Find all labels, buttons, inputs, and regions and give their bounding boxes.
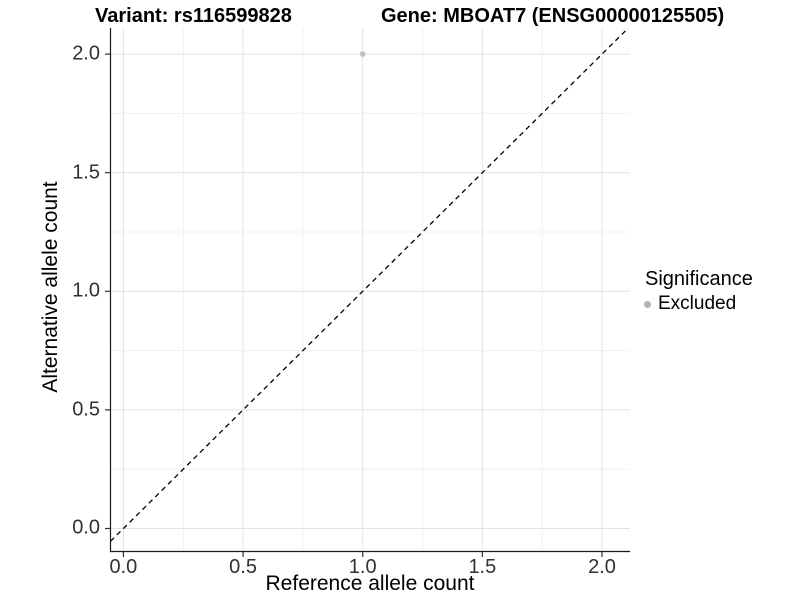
x-axis-title: Reference allele count (265, 572, 475, 595)
y-tick-label: 0.5 (72, 398, 100, 421)
y-tick-label: 1.5 (72, 161, 100, 184)
data-point (359, 51, 366, 57)
plot-title-variant: Variant: rs116599828 (95, 5, 292, 27)
legend-title: Significance (645, 268, 753, 290)
legend: Significance Excluded (641, 268, 753, 315)
x-tick-label: 2.0 (588, 556, 616, 578)
identity-dashed-line (110, 27, 629, 542)
legend-key-circle-icon (644, 300, 651, 308)
x-tick-label: 1.5 (468, 556, 497, 578)
y-tick-label: 0.0 (72, 516, 100, 539)
y-tick-label: 1.0 (72, 279, 100, 302)
y-tick-label: 2.0 (72, 42, 100, 65)
legend-item-label: Excluded (658, 293, 737, 314)
x-tick-label: 0.5 (229, 556, 257, 578)
plot-title-gene: Gene: MBOAT7 (ENSG00000125505) (381, 5, 725, 27)
x-tick-label: 1.0 (348, 556, 377, 578)
legend-item: Excluded (641, 293, 753, 315)
legend-items: Excluded (641, 293, 753, 315)
x-tick-label: 0.0 (109, 556, 138, 578)
